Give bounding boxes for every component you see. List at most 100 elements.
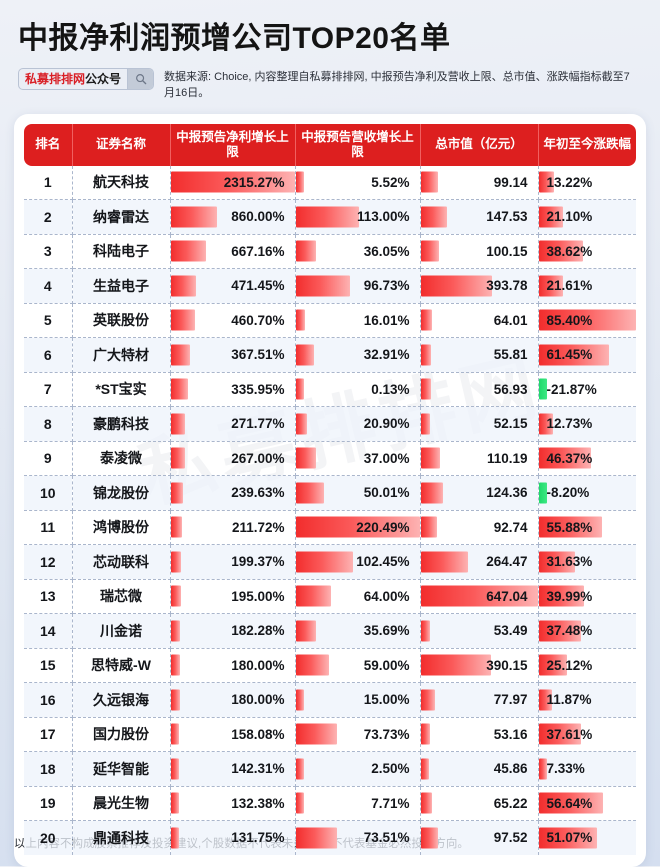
table-row: 4 生益电子 471.45% 96.73% 393.78 21.61%	[24, 268, 636, 304]
badge-brand-label: 私募排排网	[25, 72, 86, 86]
value-bar	[420, 792, 433, 814]
value-bar	[420, 378, 431, 400]
cell-name: 豪鹏科技	[72, 406, 171, 442]
cell-rank: 1	[24, 165, 73, 200]
cell-profit: 182.28%	[170, 613, 296, 649]
cell-mktcap-label: 65.22	[493, 795, 528, 811]
value-bar	[538, 792, 604, 814]
cell-mktcap-label: 99.14	[493, 174, 528, 190]
cell-profit: 335.95%	[170, 372, 296, 407]
table-row: 13 瑞芯微 195.00% 64.00% 647.04 39.99%	[24, 579, 636, 614]
table-row: 17 国力股份 158.08% 73.73% 53.16 37.61%	[24, 717, 636, 752]
cell-ytd: 31.63%	[538, 544, 636, 580]
cell-ytd-label: 25.12%	[546, 657, 593, 673]
value-bar	[420, 758, 429, 780]
cell-mktcap-label: 147.53	[486, 209, 528, 224]
cell-rank: 18	[24, 751, 73, 787]
value-bar	[170, 447, 185, 469]
table-row: 15 思特威-W 180.00% 59.00% 390.15 25.12%	[24, 648, 636, 683]
cell-revenue-label: 15.00%	[363, 692, 410, 707]
table-row: 19 晨光生物 132.38% 7.71% 65.22 56.64%	[24, 786, 636, 821]
table-row: 7 *ST宝实 335.95% 0.13% 56.93 -21.87%	[24, 372, 636, 407]
value-bar-negative	[538, 378, 548, 400]
cell-revenue: 20.90%	[295, 406, 421, 442]
cell-revenue-label: 64.00%	[363, 588, 410, 604]
value-bar	[295, 827, 337, 849]
value-bar	[538, 723, 582, 745]
cell-rank: 5	[24, 303, 73, 338]
column-header-profit: 中报预告净利增长上限	[170, 123, 296, 166]
cell-profit-label: 860.00%	[231, 209, 285, 224]
cell-mktcap: 264.47	[420, 544, 539, 580]
table-row: 8 豪鹏科技 271.77% 20.90% 52.15 12.73%	[24, 406, 636, 442]
value-bar	[295, 585, 332, 607]
value-bar	[170, 620, 181, 642]
cell-revenue-label: 7.71%	[371, 795, 410, 811]
cell-rank: 8	[24, 406, 73, 442]
cell-rank: 14	[24, 613, 73, 649]
value-bar	[170, 378, 189, 400]
cell-profit: 2315.27%	[170, 165, 296, 200]
cell-mktcap: 65.22	[420, 786, 539, 821]
cell-rank: 12	[24, 544, 73, 580]
search-icon[interactable]	[127, 68, 154, 89]
cell-rank: 4	[24, 268, 73, 304]
cell-ytd-label: 37.48%	[546, 623, 593, 638]
value-bar	[538, 551, 575, 573]
value-bar	[420, 723, 431, 745]
value-bar	[538, 171, 554, 193]
cell-profit-label: 158.08%	[231, 726, 285, 742]
cell-profit-label: 367.51%	[231, 347, 285, 362]
cell-ytd: 21.10%	[538, 199, 636, 235]
table-header-row: 排名 证券名称 中报预告净利增长上限 中报预告营收增长上限 总市值（亿元） 年初…	[24, 123, 636, 166]
value-bar	[420, 240, 439, 262]
cell-ytd: 38.62%	[538, 234, 636, 269]
cell-ytd-label: 21.10%	[546, 209, 593, 224]
cell-profit-label: 180.00%	[231, 692, 285, 707]
value-bar	[420, 585, 537, 607]
cell-mktcap: 124.36	[420, 475, 539, 511]
cell-revenue-label: 35.69%	[363, 623, 410, 638]
column-header-rank: 排名	[24, 123, 73, 166]
cell-revenue: 96.73%	[295, 268, 421, 304]
official-account-badge[interactable]: 私募排排网 公众号	[18, 67, 155, 90]
cell-profit: 211.72%	[170, 510, 296, 545]
cell-profit: 471.45%	[170, 268, 296, 304]
cell-ytd-label: 46.37%	[546, 450, 593, 466]
value-bar	[170, 585, 181, 607]
cell-profit-label: 239.63%	[231, 485, 285, 500]
value-bar	[538, 827, 597, 849]
cell-revenue: 5.52%	[295, 165, 421, 200]
table-row: 2 纳睿雷达 860.00% 113.00% 147.53 21.10%	[24, 199, 636, 235]
cell-ytd-label: 37.61%	[546, 726, 593, 742]
cell-ytd: 55.88%	[538, 510, 636, 545]
cell-name: 久远银海	[72, 682, 171, 718]
value-bar	[295, 413, 308, 435]
cell-profit: 239.63%	[170, 475, 296, 511]
value-bar	[170, 758, 180, 780]
cell-ytd-label: 13.22%	[546, 174, 593, 190]
cell-name: 科陆电子	[72, 234, 171, 269]
cell-rank: 13	[24, 579, 73, 614]
cell-mktcap-label: 77.97	[493, 692, 528, 707]
badge-suffix-label: 公众号	[85, 72, 122, 86]
cell-profit: 180.00%	[170, 648, 296, 683]
value-bar	[420, 206, 448, 228]
cell-rank: 17	[24, 717, 73, 752]
cell-ytd: 39.99%	[538, 579, 636, 614]
cell-name: 鼎通科技	[72, 820, 171, 855]
value-bar	[420, 275, 492, 297]
cell-ytd-label: 39.99%	[546, 588, 593, 604]
cell-profit-label: 2315.27%	[223, 174, 285, 190]
cell-ytd: 51.07%	[538, 820, 636, 855]
cell-ytd: 21.61%	[538, 268, 636, 304]
cell-ytd: 56.64%	[538, 786, 636, 821]
cell-revenue: 36.05%	[295, 234, 421, 269]
value-bar	[538, 585, 585, 607]
cell-mktcap-label: 55.81	[493, 347, 528, 362]
table-row: 5 英联股份 460.70% 16.01% 64.01 85.40%	[24, 303, 636, 338]
meta-row: 私募排排网 公众号 数据来源: Choice, 内容整理自私募排排网, 中报预告净…	[0, 58, 660, 102]
value-bar	[170, 689, 181, 711]
cell-revenue: 7.71%	[295, 786, 421, 821]
cell-revenue-label: 16.01%	[363, 312, 410, 328]
